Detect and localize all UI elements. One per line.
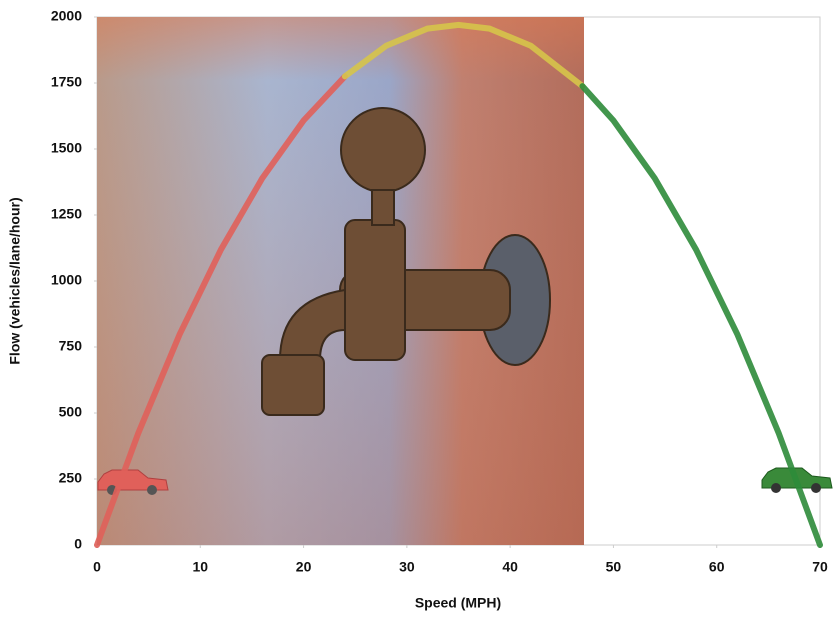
x-tick-label: 70 bbox=[812, 559, 828, 575]
x-tick-label: 30 bbox=[399, 559, 415, 575]
y-tick-label: 250 bbox=[59, 470, 83, 486]
x-tick-label: 50 bbox=[606, 559, 622, 575]
y-tick-label: 1250 bbox=[51, 206, 82, 222]
y-tick-label: 750 bbox=[59, 338, 83, 354]
x-tick-label: 0 bbox=[93, 559, 101, 575]
x-tick-label: 20 bbox=[296, 559, 312, 575]
x-tick-label: 10 bbox=[192, 559, 208, 575]
chart: Flow (vehicles/lane/hour) Speed (MPH) 0 2… bbox=[0, 0, 834, 615]
x-tick-label: 40 bbox=[502, 559, 518, 575]
y-tick-label: 1500 bbox=[51, 140, 82, 156]
y-tick-label: 1000 bbox=[51, 272, 82, 288]
y-tick-label: 2000 bbox=[51, 8, 82, 24]
y-tick-label: 1750 bbox=[51, 74, 82, 90]
y-axis-title: Flow (vehicles/lane/hour) bbox=[7, 197, 23, 364]
y-tick-label: 0 bbox=[74, 536, 82, 552]
x-tick-label: 60 bbox=[709, 559, 725, 575]
y-tick-label: 500 bbox=[59, 404, 83, 420]
x-axis-title: Speed (MPH) bbox=[415, 595, 501, 611]
